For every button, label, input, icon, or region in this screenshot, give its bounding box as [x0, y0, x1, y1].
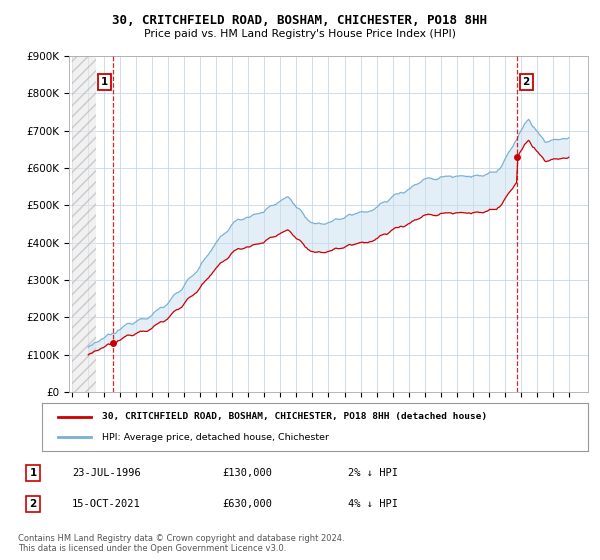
Text: 30, CRITCHFIELD ROAD, BOSHAM, CHICHESTER, PO18 8HH (detached house): 30, CRITCHFIELD ROAD, BOSHAM, CHICHESTER… — [102, 412, 487, 421]
Text: 1: 1 — [29, 468, 37, 478]
Text: 23-JUL-1996: 23-JUL-1996 — [72, 468, 141, 478]
Text: Price paid vs. HM Land Registry's House Price Index (HPI): Price paid vs. HM Land Registry's House … — [144, 29, 456, 39]
Text: 15-OCT-2021: 15-OCT-2021 — [72, 499, 141, 509]
Text: 2: 2 — [29, 499, 37, 509]
Text: 1: 1 — [101, 77, 108, 87]
Text: Contains HM Land Registry data © Crown copyright and database right 2024.
This d: Contains HM Land Registry data © Crown c… — [18, 534, 344, 553]
Text: 2% ↓ HPI: 2% ↓ HPI — [348, 468, 398, 478]
Text: 2: 2 — [523, 77, 530, 87]
Text: HPI: Average price, detached house, Chichester: HPI: Average price, detached house, Chic… — [102, 433, 329, 442]
Text: 4% ↓ HPI: 4% ↓ HPI — [348, 499, 398, 509]
Text: £630,000: £630,000 — [222, 499, 272, 509]
Text: 30, CRITCHFIELD ROAD, BOSHAM, CHICHESTER, PO18 8HH: 30, CRITCHFIELD ROAD, BOSHAM, CHICHESTER… — [113, 14, 487, 27]
Text: £130,000: £130,000 — [222, 468, 272, 478]
